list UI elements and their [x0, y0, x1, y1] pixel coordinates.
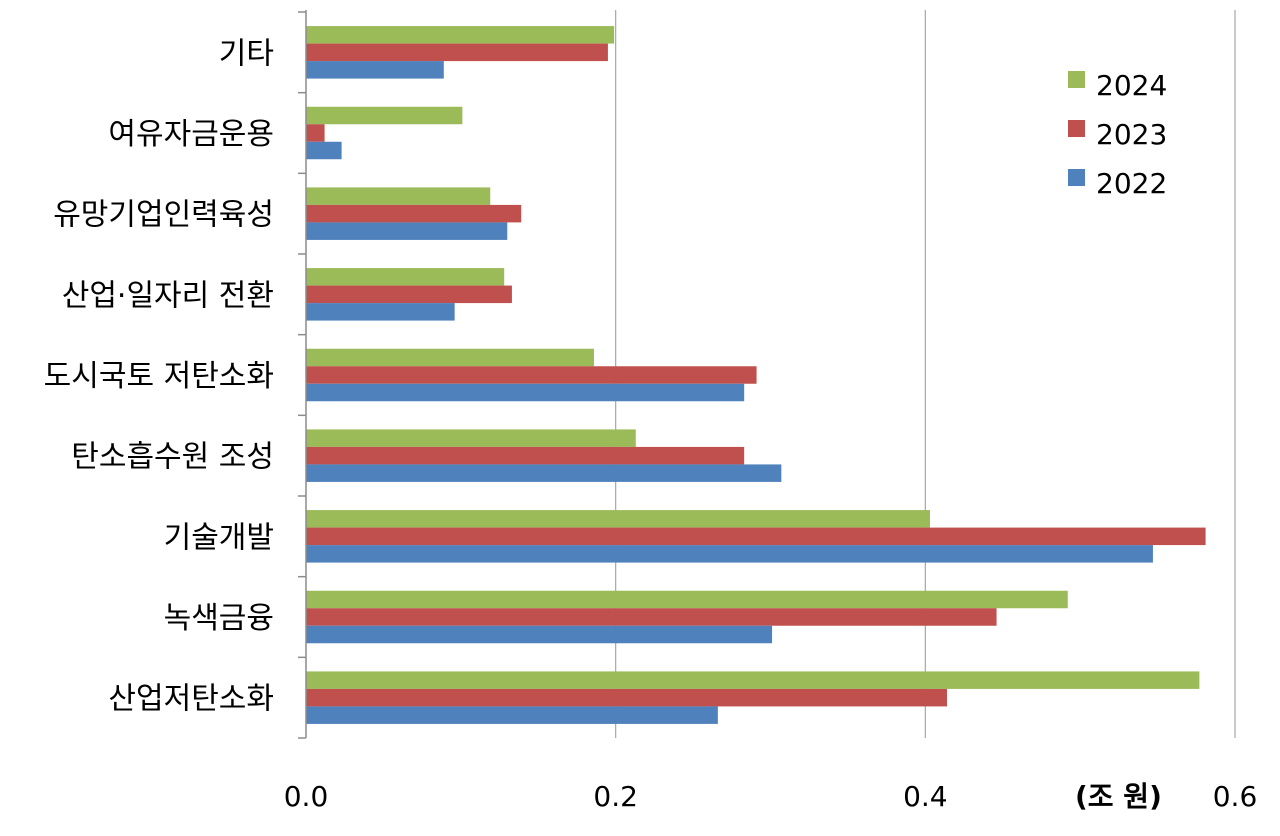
category-label: 도시국토 저탄소화 [44, 359, 274, 394]
x-tick-label: 0.2 [593, 780, 638, 813]
bar-2024 [306, 348, 594, 367]
category-label: 기타 [219, 36, 274, 71]
x-tick-label: 0.4 [903, 780, 948, 813]
bar-2022 [306, 706, 718, 724]
bar-2024 [306, 26, 615, 44]
bar-2024 [306, 671, 1200, 689]
x-tick-label: 0.0 [284, 780, 329, 813]
legend-swatch [1068, 169, 1085, 186]
bar-2023 [306, 43, 608, 62]
y-axis [298, 10, 307, 739]
legend: 2024 2023 2022 [1068, 69, 1167, 200]
bar-2023 [306, 366, 757, 384]
bar-2024 [306, 106, 463, 125]
bar-2022 [306, 464, 782, 482]
category-label: 기술개발 [164, 520, 274, 555]
bar-2024 [306, 268, 505, 286]
category-label: 탄소흡수원 조성 [71, 440, 274, 475]
bar-2022 [306, 303, 455, 321]
bar-2023 [306, 446, 745, 465]
bar-2022 [306, 545, 1153, 563]
bar-2023 [306, 204, 522, 223]
bar-2023 [306, 285, 512, 304]
legend-swatch [1068, 71, 1085, 88]
unit-label: (조 원) [1075, 780, 1162, 813]
bar-2022 [306, 625, 773, 644]
bar-2024 [306, 429, 636, 447]
bar-2023 [306, 688, 948, 707]
bar-2023 [306, 527, 1206, 546]
bar-2022 [306, 141, 342, 160]
category-label: 여유자금운용 [108, 117, 274, 152]
legend-label: 2024 [1096, 69, 1167, 102]
legend-label: 2022 [1096, 167, 1167, 200]
x-tick-label: 0.6 [1213, 780, 1258, 813]
bar-2022 [306, 61, 444, 79]
category-label: 산업저탄소화 [108, 682, 274, 717]
bar-2024 [306, 187, 491, 205]
bar-2024 [306, 510, 930, 528]
bar-2022 [306, 383, 745, 402]
bar-2023 [306, 124, 325, 142]
bars [306, 26, 1206, 724]
bar-2022 [306, 222, 508, 240]
bar-2023 [306, 608, 997, 626]
legend-swatch [1068, 120, 1085, 137]
category-label: 산업·일자리 전환 [62, 278, 274, 313]
category-label: 녹색금융 [164, 601, 274, 636]
x-tick-labels: 0.0 0.2 0.4 0.6 [284, 780, 1258, 813]
category-label: 유망기업인력육성 [53, 198, 274, 233]
bar-2024 [306, 590, 1068, 609]
legend-label: 2023 [1096, 118, 1167, 151]
